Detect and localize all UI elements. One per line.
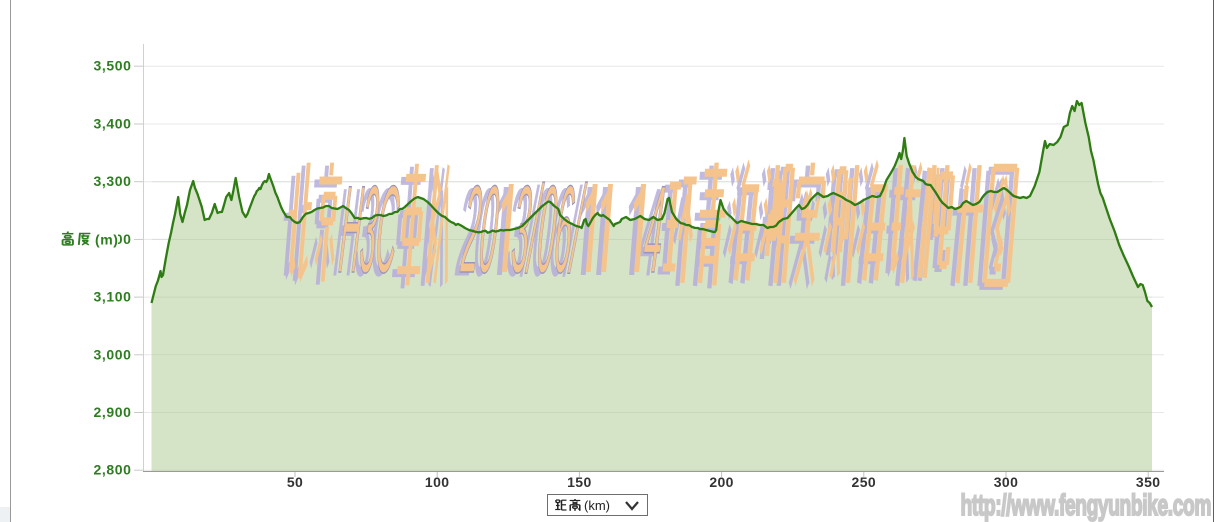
svg-text:300: 300 [994, 474, 1019, 490]
svg-text:100: 100 [425, 474, 450, 490]
svg-text:3,400: 3,400 [93, 116, 131, 132]
svg-text:(km): (km) [584, 498, 610, 513]
svg-text:50: 50 [287, 474, 303, 490]
svg-text:3,000: 3,000 [93, 346, 131, 362]
svg-text:200: 200 [709, 474, 734, 490]
svg-text:2,800: 2,800 [93, 462, 131, 478]
svg-text:3,300: 3,300 [93, 173, 131, 189]
svg-text:http://www.fengyunbike.com: http://www.fengyunbike.com [961, 489, 1211, 522]
svg-text:2,900: 2,900 [93, 404, 131, 420]
svg-text:(m): (m) [95, 232, 119, 248]
svg-text:150: 150 [567, 474, 592, 490]
svg-text:3,100: 3,100 [93, 289, 131, 305]
svg-text:350: 350 [1136, 474, 1161, 490]
svg-text:3,500: 3,500 [93, 58, 131, 74]
svg-text:250: 250 [852, 474, 877, 490]
